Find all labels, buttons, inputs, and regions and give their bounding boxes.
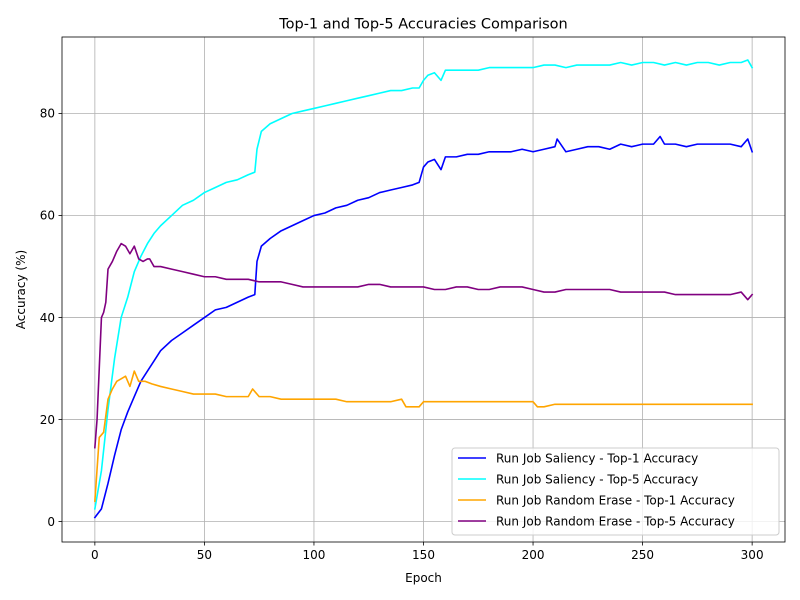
x-tick-label: 150 (412, 548, 435, 562)
legend-frame (451, 447, 780, 536)
tick-layer: 0 50 100 150 200 250 300 0 20 40 60 80 (40, 107, 764, 562)
series-line-2 (93, 59, 754, 510)
x-axis-label: Epoch (405, 571, 442, 585)
legend-label-3: Run Job Random Erase - Top-1 Accuracy (496, 493, 735, 507)
y-tick-label: 20 (40, 413, 55, 427)
x-tick-label: 200 (522, 548, 545, 562)
series-layer (93, 59, 754, 519)
grid-layer (62, 37, 785, 542)
legend-label-4: Run Job Random Erase - Top-5 Accuracy (496, 514, 735, 528)
y-tick-label: 60 (40, 209, 55, 223)
y-tick-label: 0 (47, 515, 55, 529)
y-axis-label: Accuracy (%) (14, 250, 28, 329)
x-tick-label: 100 (303, 548, 326, 562)
y-tick-label: 40 (40, 311, 55, 325)
legend: Run Job Saliency - Top-1 Accuracy Run Job… (451, 447, 780, 536)
legend-label-2: Run Job Saliency - Top-5 Accuracy (496, 472, 698, 486)
y-tick-label: 80 (40, 107, 55, 121)
x-tick-label: 50 (197, 548, 212, 562)
legend-label-1: Run Job Saliency - Top-1 Accuracy (496, 451, 698, 465)
series-line-4 (94, 242, 754, 449)
x-tick-label: 250 (631, 548, 654, 562)
x-tick-label: 0 (91, 548, 99, 562)
x-tick-label: 300 (741, 548, 764, 562)
series-line-1 (93, 135, 754, 519)
series-line-3 (94, 370, 753, 503)
chart-title: Top-1 and Top-5 Accuracies Comparison (278, 17, 568, 33)
